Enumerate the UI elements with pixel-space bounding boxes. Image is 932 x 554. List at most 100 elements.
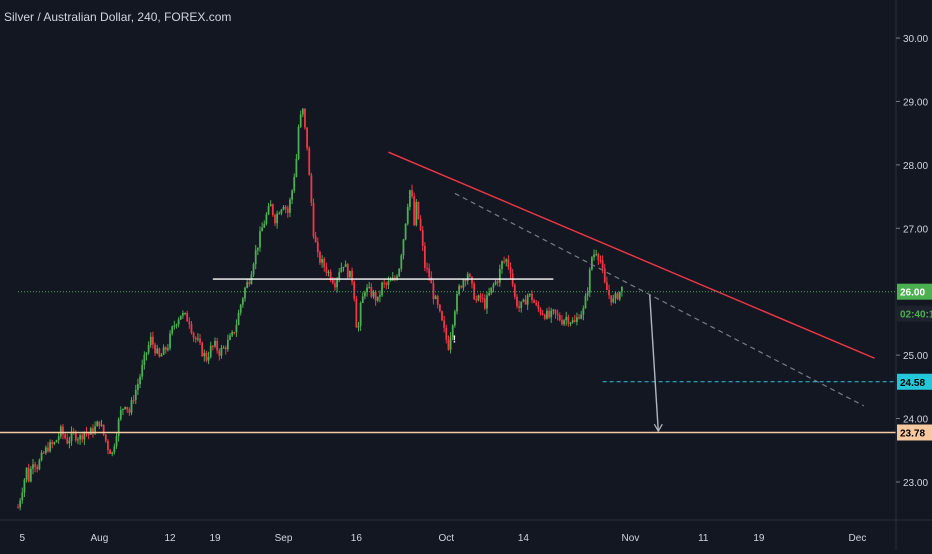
- candle-body: [190, 324, 193, 333]
- candle-body: [451, 325, 454, 337]
- candle-body: [586, 292, 589, 296]
- candle-body: [254, 250, 257, 265]
- candle-body: [188, 321, 191, 325]
- candle-body: [430, 276, 433, 284]
- candle-body: [477, 295, 480, 301]
- candle-body: [117, 419, 120, 437]
- candle-body: [408, 190, 411, 208]
- candle-body: [464, 280, 467, 282]
- x-tick-label: 16: [351, 533, 363, 544]
- candle-body: [291, 190, 294, 200]
- candle-body: [612, 298, 615, 303]
- candle-body: [231, 332, 234, 336]
- candle-body: [177, 319, 180, 325]
- candle-body: [353, 281, 356, 299]
- y-tick-label: 27.00: [903, 224, 928, 235]
- candle-body: [441, 311, 443, 321]
- candle-body: [421, 230, 424, 246]
- x-tick-label: 19: [753, 533, 765, 544]
- candle-body: [175, 324, 178, 326]
- candle-body: [466, 274, 469, 281]
- candle-body: [70, 431, 73, 441]
- candle-body: [308, 148, 311, 176]
- candle-body: [128, 409, 131, 413]
- candle-body: [417, 201, 420, 219]
- candle-body: [415, 201, 418, 226]
- candle-body: [229, 335, 231, 340]
- candle-body: [518, 306, 521, 308]
- candle-body: [620, 286, 623, 292]
- candle-body: [413, 196, 416, 226]
- candle-body: [522, 299, 525, 302]
- target-2-label-bg: [897, 424, 932, 441]
- candle-body: [96, 421, 99, 427]
- candle-body: [543, 314, 546, 319]
- candle-body: [205, 352, 208, 361]
- candle-body: [531, 293, 533, 301]
- candle-body: [580, 314, 583, 319]
- candle-body: [488, 293, 491, 296]
- candle-body: [507, 259, 510, 267]
- candle-body: [351, 270, 353, 282]
- candle-body: [535, 302, 538, 305]
- candle-body: [259, 231, 261, 248]
- candle-body: [145, 352, 148, 355]
- candle-body: [119, 409, 122, 420]
- candle-body: [526, 295, 529, 305]
- candle-body: [501, 261, 503, 269]
- x-tick-label: Dec: [849, 533, 867, 544]
- candle-body: [342, 266, 345, 268]
- candle-body: [222, 347, 225, 349]
- candle-body: [445, 327, 448, 340]
- candle-body: [237, 312, 240, 325]
- candle-body: [36, 466, 39, 470]
- candle-body: [186, 313, 189, 322]
- candle-body: [263, 223, 266, 228]
- candle-body: [286, 208, 289, 213]
- candle-body: [244, 287, 246, 299]
- candle-body: [55, 440, 58, 443]
- candle-body: [104, 434, 107, 441]
- candle-body: [152, 336, 154, 345]
- candle-body: [578, 317, 580, 319]
- price-axis[interactable]: 30.00 29.00 28.00 27.00 25.00 24.00 23.00: [895, 0, 928, 550]
- candle-body: [124, 406, 126, 409]
- candle-body: [111, 452, 114, 454]
- y-tick-label: 24.00: [903, 415, 928, 426]
- candle-body: [453, 311, 456, 326]
- candle-body: [233, 332, 236, 334]
- candle-body: [265, 214, 268, 224]
- candle-body: [406, 207, 409, 224]
- candle-body: [235, 324, 238, 333]
- candle-body: [162, 347, 165, 355]
- candle-body: [310, 175, 313, 203]
- candle-body: [256, 247, 259, 251]
- candle-body: [582, 308, 585, 315]
- candle-body: [130, 400, 133, 413]
- candle-body: [297, 126, 300, 159]
- candle-body: [426, 267, 428, 269]
- candle-body: [149, 336, 152, 346]
- candle-body: [614, 293, 617, 299]
- candle-body: [160, 354, 163, 357]
- candle-body: [267, 206, 270, 215]
- time-axis[interactable]: 5 Aug 12 19 Sep 16 Oct 14 Nov 11 19 Dec: [0, 519, 932, 544]
- candle-body: [92, 428, 94, 434]
- y-tick-label: 25.00: [903, 351, 928, 362]
- candle-body: [563, 320, 565, 325]
- y-tick-label: 29.00: [903, 97, 928, 108]
- candle-body: [533, 300, 535, 303]
- candle-body: [295, 158, 298, 177]
- candle-body: [207, 356, 210, 361]
- price-labels: 26.00 02:40:15 24.58 23.78: [897, 283, 932, 441]
- candle-body: [115, 436, 118, 447]
- candle-body: [608, 290, 610, 296]
- x-tick-label: Sep: [275, 533, 293, 544]
- x-tick-label: Oct: [439, 533, 455, 544]
- candle-body: [274, 215, 276, 224]
- candle-body: [49, 442, 52, 452]
- candle-body: [59, 426, 62, 437]
- candle-body: [47, 447, 49, 452]
